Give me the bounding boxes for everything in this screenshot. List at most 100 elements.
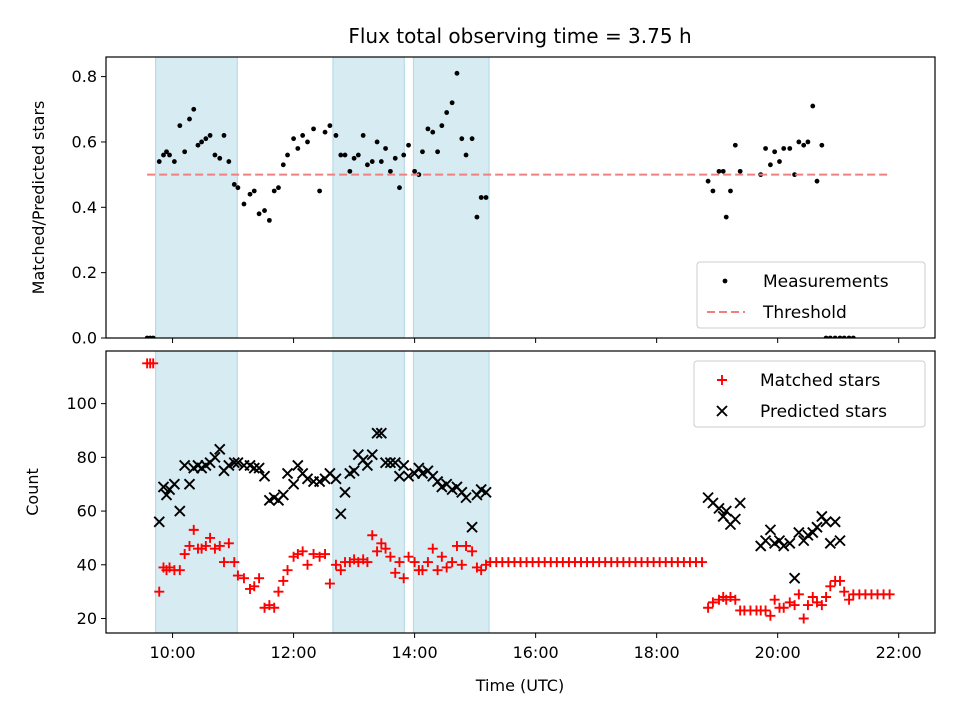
- y-axis-label: Count: [23, 468, 42, 516]
- data-point: [291, 136, 296, 142]
- data-point: [229, 557, 240, 568]
- data-point: [777, 159, 782, 164]
- data-point: [383, 146, 388, 151]
- data-point: [254, 573, 265, 584]
- data-point: [435, 149, 440, 155]
- data-point: [427, 543, 438, 554]
- data-point: [361, 459, 374, 472]
- data-point: [330, 473, 342, 485]
- data-point: [439, 123, 445, 129]
- data-point: [413, 462, 425, 474]
- data-point: [478, 195, 484, 200]
- data-point: [824, 537, 836, 549]
- data-point: [732, 142, 738, 148]
- data-point: [798, 613, 809, 624]
- data-point: [177, 123, 183, 129]
- data-point: [360, 133, 366, 138]
- shaded-interval-2: [332, 57, 405, 338]
- x-tick-label: 14:00: [392, 643, 438, 662]
- data-point: [720, 505, 732, 517]
- data-point: [451, 540, 462, 551]
- data-point: [371, 427, 383, 439]
- data-point: [174, 505, 186, 517]
- data-point: [266, 217, 272, 223]
- data-point: [347, 168, 353, 174]
- data-point: [320, 549, 331, 560]
- data-point: [156, 159, 162, 164]
- data-point: [374, 139, 380, 145]
- data-point: [430, 129, 436, 135]
- x-tick-label: 10:00: [150, 643, 196, 662]
- y-tick-label: 0.0: [72, 329, 97, 348]
- y-tick-label: 0.8: [72, 67, 97, 86]
- legend-entry: Predicted stars: [760, 402, 887, 422]
- data-point: [327, 123, 333, 129]
- data-point: [811, 521, 823, 533]
- data-point: [187, 116, 192, 122]
- data-point: [401, 152, 407, 158]
- data-point: [228, 457, 240, 469]
- data-point: [218, 557, 229, 568]
- data-point: [759, 534, 772, 547]
- data-point: [302, 559, 313, 570]
- data-point: [251, 188, 257, 194]
- data-point: [796, 139, 802, 145]
- legend-symbol: [722, 278, 728, 284]
- data-point: [807, 592, 818, 603]
- data-point: [342, 152, 348, 158]
- data-point: [154, 586, 165, 597]
- x-tick-label: 22:00: [876, 643, 922, 662]
- data-point: [191, 106, 197, 112]
- data-point: [397, 185, 402, 191]
- y-tick-label: 60: [77, 502, 97, 521]
- series-predicted-stars: [153, 427, 846, 584]
- data-point: [183, 478, 196, 490]
- data-point: [825, 581, 836, 592]
- data-point: [174, 565, 185, 576]
- data-point: [403, 551, 414, 562]
- data-point: [292, 459, 304, 472]
- series-matched-stars: [142, 358, 895, 624]
- data-point: [376, 538, 387, 549]
- data-point: [281, 467, 294, 480]
- data-point: [333, 133, 339, 138]
- data-point: [214, 443, 226, 455]
- data-point: [398, 573, 409, 584]
- data-point: [287, 478, 300, 490]
- data-point: [157, 481, 170, 493]
- data-point: [805, 139, 811, 145]
- plot-area: [144, 57, 890, 338]
- data-point: [258, 470, 271, 482]
- data-point: [787, 146, 793, 151]
- data-point: [801, 142, 807, 148]
- data-point: [171, 159, 177, 164]
- legend-symbol: [716, 405, 728, 417]
- data-point: [703, 602, 714, 613]
- data-point: [385, 551, 396, 562]
- data-point: [314, 551, 325, 562]
- data-point: [200, 540, 211, 551]
- data-point: [764, 524, 777, 536]
- plot-frame: [105, 350, 936, 634]
- data-point: [713, 502, 725, 515]
- data-point: [369, 159, 375, 164]
- legend-symbol: [717, 375, 727, 385]
- data-point: [212, 152, 218, 158]
- data-point: [728, 188, 733, 194]
- data-point: [217, 155, 223, 161]
- data-point: [232, 457, 244, 469]
- data-point: [466, 521, 478, 533]
- data-point: [768, 162, 773, 168]
- data-point: [412, 168, 418, 174]
- data-point: [737, 168, 743, 174]
- legend-entry: Threshold: [762, 303, 847, 323]
- data-point: [810, 103, 816, 109]
- data-point: [164, 149, 169, 155]
- y-axis-label: Matched/Predicted stars: [29, 101, 48, 295]
- data-point: [295, 146, 301, 151]
- data-point: [406, 142, 411, 148]
- data-point: [778, 602, 789, 613]
- data-point: [203, 136, 209, 142]
- data-point: [763, 146, 768, 151]
- data-point: [705, 178, 711, 184]
